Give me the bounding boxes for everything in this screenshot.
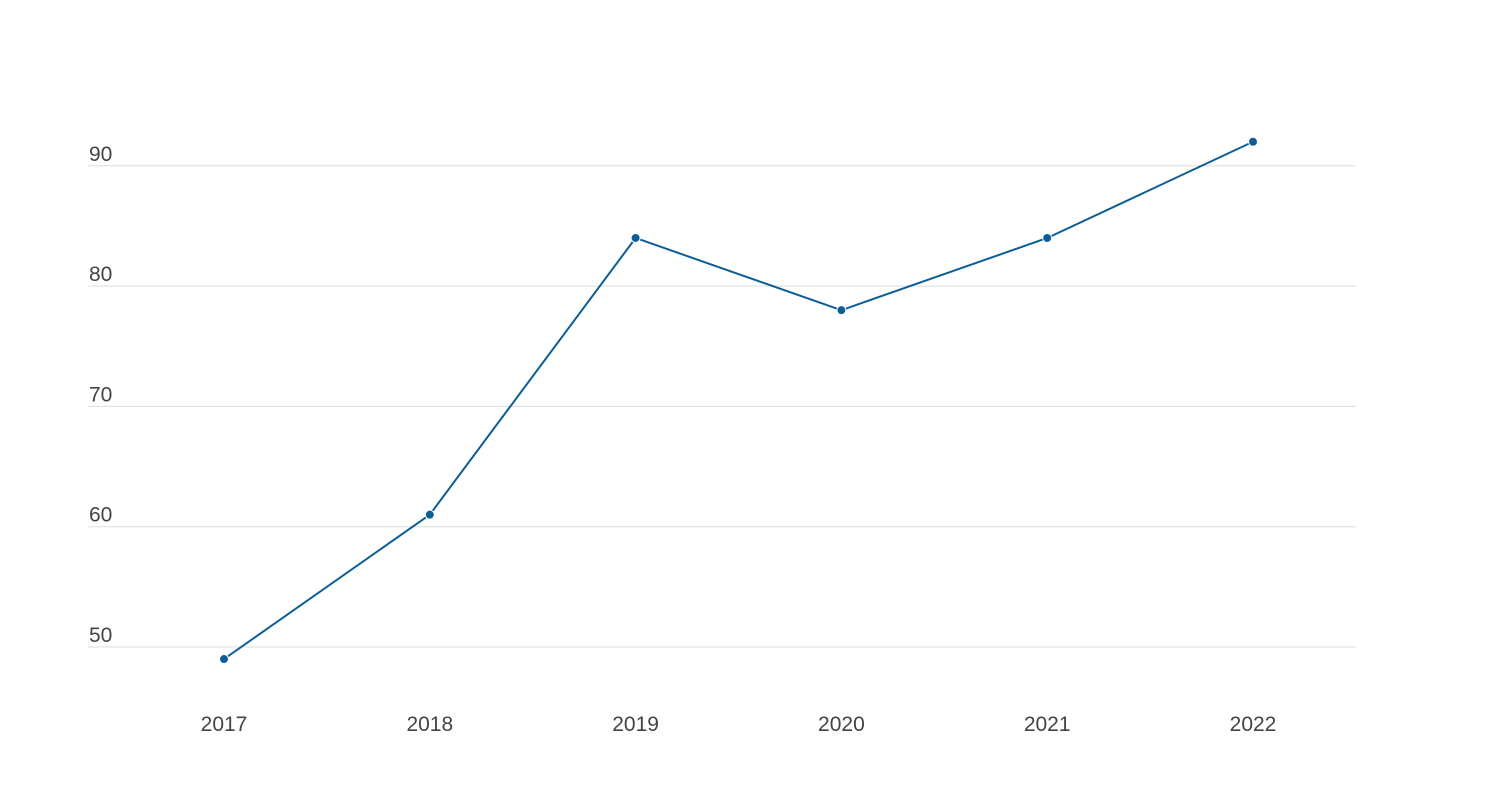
- x-axis-tick-labels: 2017 2018 2019 2020 2021 2022: [201, 713, 1277, 736]
- y-tick-label: 80: [89, 263, 112, 286]
- y-axis-tick-labels: 50 60 70 80 90: [89, 143, 112, 647]
- y-tick-label: 90: [89, 143, 112, 166]
- x-tick-label: 2022: [1230, 713, 1277, 736]
- y-tick-label: 50: [89, 624, 112, 647]
- data-point-2018: [424, 509, 435, 520]
- series-line: [223, 140, 1254, 660]
- x-tick-label: 2020: [818, 713, 865, 736]
- data-point-2019: [630, 232, 641, 243]
- y-tick-label: 70: [89, 383, 112, 406]
- x-tick-label: 2021: [1024, 713, 1071, 736]
- data-point-2017: [219, 654, 229, 665]
- series: [219, 136, 1258, 665]
- data-point-2020: [836, 305, 847, 316]
- y-tick-label: 60: [89, 504, 112, 527]
- x-tick-label: 2018: [406, 713, 453, 736]
- x-tick-label: 2017: [201, 713, 248, 736]
- data-point-2021: [1042, 232, 1053, 243]
- x-tick-label: 2019: [612, 713, 659, 736]
- data-point-2022: [1248, 136, 1258, 147]
- gridlines: [88, 165, 1356, 648]
